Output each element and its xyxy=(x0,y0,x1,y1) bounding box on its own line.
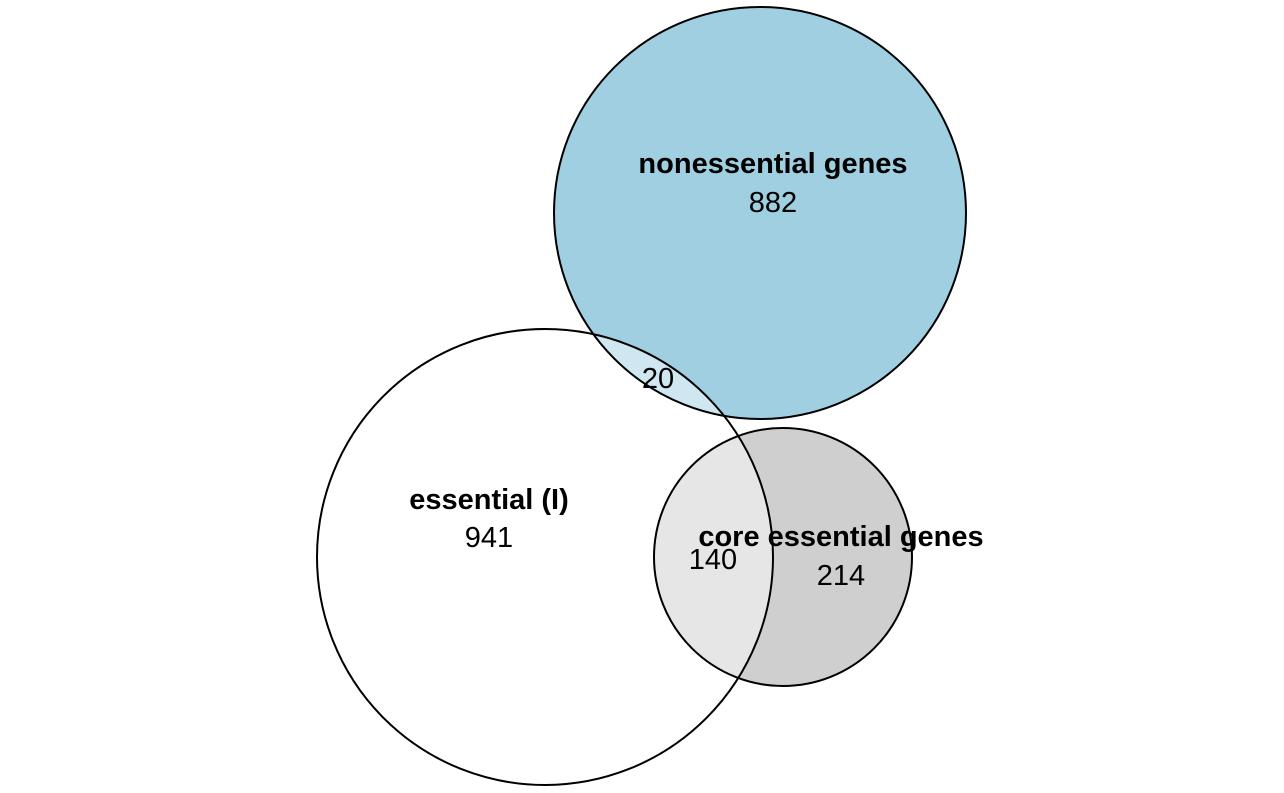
essential-count: 941 xyxy=(465,522,513,554)
essential-circle-fill xyxy=(317,329,773,785)
core-circle-outline xyxy=(653,427,913,687)
nonessential-label: nonessential genes xyxy=(638,148,907,180)
nonessential-circle-outline xyxy=(553,6,967,420)
essential-core-overlap xyxy=(654,428,773,686)
essential-core-count: 140 xyxy=(689,544,737,576)
essential-nonessential-count: 20 xyxy=(642,363,674,395)
essential-circle-outline xyxy=(316,328,774,786)
circle-outlines xyxy=(316,6,967,786)
essential-label: essential (I) xyxy=(409,484,569,516)
nonessential-count: 882 xyxy=(749,187,797,219)
nonessential-circle-fill xyxy=(554,7,966,419)
core-count: 214 xyxy=(817,560,865,592)
core-label: core essential genes xyxy=(698,521,983,553)
